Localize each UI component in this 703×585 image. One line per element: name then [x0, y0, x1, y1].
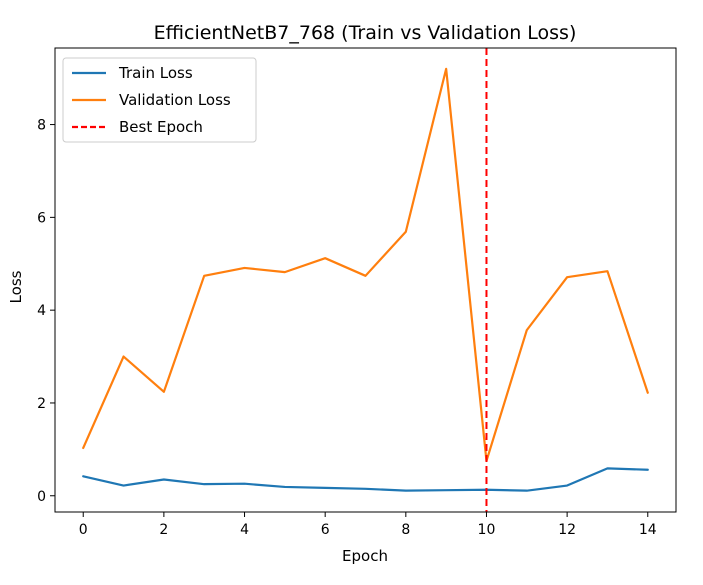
train-loss-line: [83, 468, 648, 490]
x-tick-label: 6: [321, 522, 330, 538]
legend-label-validation-loss: Validation Loss: [119, 91, 231, 109]
legend-label-train-loss: Train Loss: [118, 64, 193, 82]
x-tick-label: 2: [159, 522, 168, 538]
y-tick-label: 0: [37, 489, 46, 505]
x-tick-label: 8: [401, 522, 410, 538]
chart-title: EfficientNetB7_768 (Train vs Validation …: [154, 22, 577, 44]
y-tick-label: 4: [37, 303, 46, 319]
y-tick-label: 2: [37, 396, 46, 412]
y-tick-label: 8: [37, 118, 46, 134]
x-tick-label: 10: [478, 522, 496, 538]
legend: Train Loss Validation Loss Best Epoch: [63, 58, 256, 142]
y-tick-label: 6: [37, 210, 46, 226]
legend-label-best-epoch: Best Epoch: [119, 118, 203, 136]
x-axis-label: Epoch: [342, 547, 388, 565]
x-tick-label: 14: [639, 522, 657, 538]
x-tick-label: 4: [240, 522, 249, 538]
x-tick-label: 0: [79, 522, 88, 538]
x-tick-label: 12: [558, 522, 576, 538]
y-axis-label: Loss: [7, 270, 25, 303]
